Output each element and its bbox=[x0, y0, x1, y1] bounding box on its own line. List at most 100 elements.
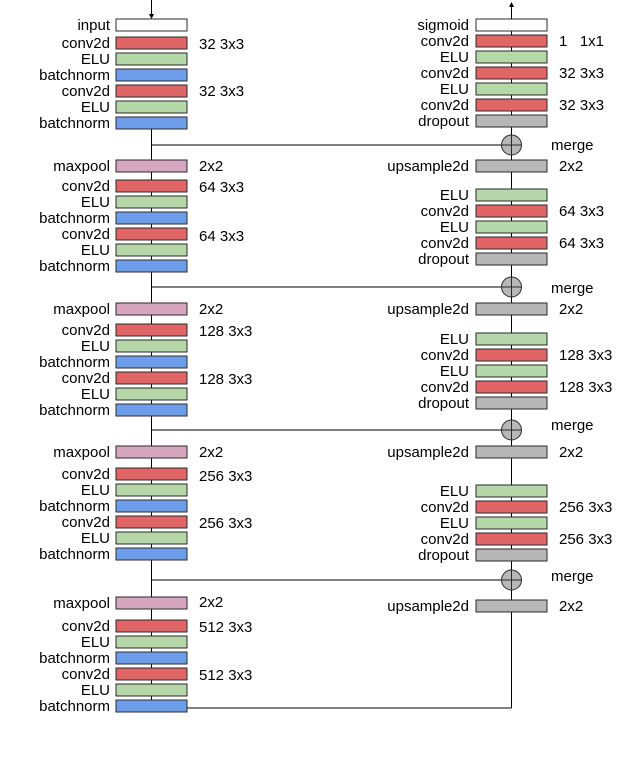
sigmoid-block bbox=[475, 18, 548, 32]
conv2d-label: conv2d bbox=[421, 347, 469, 364]
layer-param-note: 2x2 bbox=[199, 594, 223, 611]
elu-label: ELU bbox=[81, 482, 110, 499]
elu-label: ELU bbox=[81, 682, 110, 699]
elu-block bbox=[115, 52, 188, 66]
layer-param-note: 128 3x3 bbox=[199, 371, 252, 388]
elu-label: ELU bbox=[81, 99, 110, 116]
conv2d-label: conv2d bbox=[421, 203, 469, 220]
layer-param-note: 256 3x3 bbox=[559, 499, 612, 516]
layer-param-note: 32 3x3 bbox=[559, 97, 604, 114]
batchnorm-label: batchnorm bbox=[39, 402, 110, 419]
conv2d-block bbox=[475, 236, 548, 250]
upsample2d-block bbox=[475, 302, 548, 316]
layer-param-note: 32 3x3 bbox=[199, 83, 244, 100]
input-label: input bbox=[77, 17, 110, 34]
elu-block bbox=[475, 50, 548, 64]
conv2d-block bbox=[115, 619, 188, 633]
merge-label: merge bbox=[551, 280, 594, 297]
elu-label: ELU bbox=[440, 483, 469, 500]
upsample2d-label: upsample2d bbox=[387, 444, 469, 461]
maxpool-label: maxpool bbox=[53, 444, 110, 461]
input-block bbox=[115, 18, 188, 32]
elu-block bbox=[475, 220, 548, 234]
elu-label: ELU bbox=[440, 49, 469, 66]
conv2d-block bbox=[475, 204, 548, 218]
layer-param-note: 256 3x3 bbox=[559, 531, 612, 548]
conv2d-block bbox=[475, 380, 548, 394]
conv2d-label: conv2d bbox=[62, 466, 110, 483]
layer-param-note: 2x2 bbox=[559, 444, 583, 461]
elu-label: ELU bbox=[81, 386, 110, 403]
elu-label: ELU bbox=[81, 530, 110, 547]
conv2d-block bbox=[475, 500, 548, 514]
layer-param-note: 2x2 bbox=[199, 444, 223, 461]
conv2d-block bbox=[115, 515, 188, 529]
conv2d-block bbox=[115, 467, 188, 481]
elu-block bbox=[115, 195, 188, 209]
layer-param-note: 64 3x3 bbox=[559, 203, 604, 220]
layer-param-note: 2x2 bbox=[559, 158, 583, 175]
dropout-block bbox=[475, 252, 548, 266]
sigmoid-label: sigmoid bbox=[417, 17, 469, 34]
batchnorm-block bbox=[115, 259, 188, 273]
elu-label: ELU bbox=[440, 515, 469, 532]
conv2d-label: conv2d bbox=[62, 618, 110, 635]
dropout-block bbox=[475, 396, 548, 410]
maxpool-label: maxpool bbox=[53, 595, 110, 612]
layer-param-note: 2x2 bbox=[559, 301, 583, 318]
conv2d-block bbox=[115, 227, 188, 241]
upsample2d-block bbox=[475, 445, 548, 459]
conv2d-block bbox=[475, 532, 548, 546]
batchnorm-block bbox=[115, 499, 188, 513]
conv2d-label: conv2d bbox=[62, 514, 110, 531]
elu-label: ELU bbox=[81, 634, 110, 651]
conv2d-label: conv2d bbox=[62, 666, 110, 683]
batchnorm-block bbox=[115, 116, 188, 130]
input-arrowhead bbox=[149, 14, 154, 19]
batchnorm-label: batchnorm bbox=[39, 698, 110, 715]
layer-param-note: 128 3x3 bbox=[559, 347, 612, 364]
conv2d-label: conv2d bbox=[421, 65, 469, 82]
layer-param-note: 512 3x3 bbox=[199, 619, 252, 636]
layer-param-note: 64 3x3 bbox=[199, 228, 244, 245]
elu-block bbox=[115, 100, 188, 114]
layer-param-note: 2x2 bbox=[199, 301, 223, 318]
conv2d-block bbox=[115, 84, 188, 98]
conv2d-label: conv2d bbox=[62, 35, 110, 52]
elu-block bbox=[475, 516, 548, 530]
merge-plus-icon bbox=[501, 135, 522, 155]
elu-label: ELU bbox=[440, 81, 469, 98]
conv2d-label: conv2d bbox=[62, 322, 110, 339]
dropout-label: dropout bbox=[418, 547, 470, 564]
layer-param-note: 64 3x3 bbox=[199, 179, 244, 196]
conv2d-label: conv2d bbox=[421, 97, 469, 114]
layer-param-note: 128 3x3 bbox=[199, 323, 252, 340]
merge-label: merge bbox=[551, 417, 594, 434]
conv2d-label: conv2d bbox=[62, 370, 110, 387]
elu-block bbox=[475, 364, 548, 378]
batchnorm-label: batchnorm bbox=[39, 546, 110, 563]
elu-block bbox=[115, 483, 188, 497]
conv2d-label: conv2d bbox=[421, 33, 469, 50]
conv2d-block bbox=[475, 98, 548, 112]
batchnorm-label: batchnorm bbox=[39, 650, 110, 667]
conv2d-block bbox=[115, 371, 188, 385]
upsample2d-label: upsample2d bbox=[387, 158, 469, 175]
dropout-block bbox=[475, 548, 548, 562]
upsample2d-block bbox=[475, 159, 548, 173]
batchnorm-block bbox=[115, 68, 188, 82]
output-arrowhead bbox=[509, 2, 514, 7]
maxpool-block bbox=[115, 159, 188, 173]
maxpool-label: maxpool bbox=[53, 158, 110, 175]
conv2d-label: conv2d bbox=[62, 226, 110, 243]
elu-label: ELU bbox=[81, 338, 110, 355]
elu-label: ELU bbox=[81, 242, 110, 259]
layer-param-note: 32 3x3 bbox=[559, 65, 604, 82]
dropout-label: dropout bbox=[418, 395, 470, 412]
elu-block bbox=[115, 339, 188, 353]
maxpool-block bbox=[115, 302, 188, 316]
conv2d-block bbox=[115, 36, 188, 50]
maxpool-block bbox=[115, 596, 188, 610]
